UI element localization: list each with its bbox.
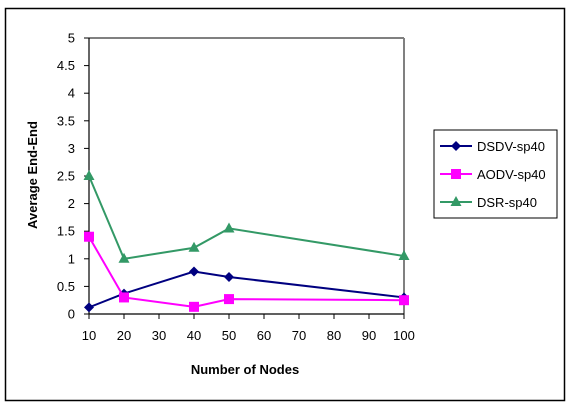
data-point-aodv-sp40 (224, 294, 234, 305)
x-tick-label: 50 (222, 328, 236, 343)
data-point-aodv-sp40 (189, 301, 199, 312)
x-tick-label: 20 (117, 328, 131, 343)
x-tick-label: 40 (187, 328, 201, 343)
data-point-dsdv-sp40 (189, 266, 199, 277)
data-point-aodv-sp40 (84, 231, 94, 242)
x-tick-label: 60 (257, 328, 271, 343)
data-point-dsdv-sp40 (84, 302, 94, 313)
y-tick-label: 4 (68, 86, 75, 101)
x-axis-title: Number of Nodes (191, 362, 299, 377)
data-point-dsdv-sp40 (224, 272, 234, 283)
legend-label-dsdv-sp40: DSDV-sp40 (477, 139, 545, 154)
x-tick-label: 90 (362, 328, 376, 343)
y-tick-label: 0.5 (57, 279, 75, 294)
legend-label-aodv-sp40: AODV-sp40 (477, 167, 546, 182)
data-point-dsr-sp40 (118, 252, 130, 263)
y-tick-label: 2.5 (57, 169, 75, 184)
y-tick-label: 2 (68, 196, 75, 211)
plot-area (89, 38, 404, 314)
y-tick-label: 5 (68, 31, 75, 46)
y-tick-label: 3 (68, 141, 75, 156)
data-point-dsr-sp40 (188, 241, 200, 252)
x-tick-label: 30 (152, 328, 166, 343)
y-tick-label: 4.5 (57, 58, 75, 73)
y-tick-label: 1.5 (57, 224, 75, 239)
data-point-dsr-sp40 (398, 250, 410, 261)
x-tick-label: 10 (82, 328, 96, 343)
y-tick-label: 0 (68, 307, 75, 322)
data-point-aodv-sp40 (399, 295, 409, 306)
legend-label-dsr-sp40: DSR-sp40 (477, 195, 537, 210)
y-tick-label: 1 (68, 251, 75, 266)
x-tick-label: 100 (393, 328, 415, 343)
legend-marker-dsdv-sp40 (451, 141, 461, 151)
x-tick-label: 80 (327, 328, 341, 343)
data-point-dsr-sp40 (223, 222, 235, 233)
x-tick-label: 70 (292, 328, 306, 343)
y-tick-label: 3.5 (57, 113, 75, 128)
legend-marker-aodv-sp40 (451, 169, 461, 179)
data-point-aodv-sp40 (119, 292, 129, 303)
legend-marker-dsr-sp40 (450, 196, 462, 206)
y-axis-title: Average End-End (25, 121, 40, 229)
data-point-dsr-sp40 (83, 170, 95, 180)
legend: DSDV-sp40 AODV-sp40 DSR-sp40 (433, 129, 558, 219)
